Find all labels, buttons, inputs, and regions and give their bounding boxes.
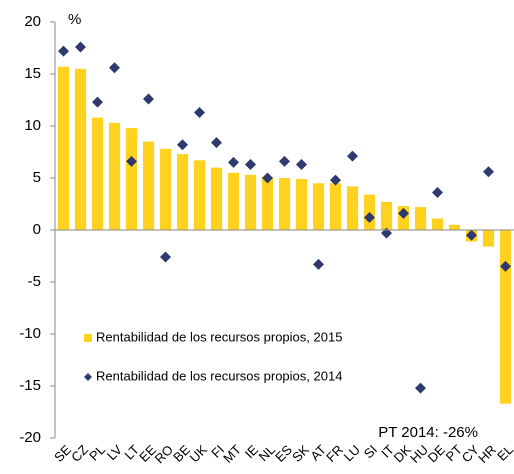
bar: [499, 230, 512, 404]
y-tick-label: 20: [24, 13, 41, 30]
y-tick-label: -10: [19, 325, 41, 342]
bar: [431, 218, 444, 230]
x-tick-label: EL: [494, 442, 514, 464]
y-tick-label: -5: [28, 273, 41, 290]
diamond: [92, 96, 103, 108]
diamond: [126, 155, 137, 167]
diamond: [364, 212, 375, 224]
legend-label: Rentabilidad de los recursos propios, 20…: [96, 368, 342, 383]
bar: [74, 68, 87, 230]
bar: [312, 183, 325, 230]
unit-label: %: [68, 11, 81, 28]
bar: [176, 154, 189, 230]
y-tick-label: 5: [33, 169, 41, 186]
bar: [346, 186, 359, 230]
diamond: [58, 45, 69, 57]
diamond: [262, 172, 273, 184]
annotation: PT 2014: -26%: [378, 424, 478, 441]
bar: [227, 172, 240, 230]
bar: [142, 141, 155, 230]
diamond: [228, 156, 239, 168]
bar: [295, 179, 308, 230]
diamond: [330, 174, 341, 186]
x-tick-label: LU: [341, 442, 363, 464]
bar: [210, 167, 223, 230]
y-tick-label: 15: [24, 65, 41, 82]
x-tick-label: MT: [220, 442, 244, 466]
diamond: [194, 106, 205, 118]
bar: [482, 230, 495, 247]
diamond: [500, 260, 511, 272]
diamond: [109, 62, 120, 74]
bar: [448, 224, 461, 230]
diamond: [75, 41, 86, 53]
diamond: [483, 166, 494, 178]
diamond: [313, 258, 324, 270]
diamond: [415, 382, 426, 394]
diamond: [398, 207, 409, 219]
diamond: [211, 137, 222, 149]
bar: [91, 117, 104, 230]
x-tick-label: SI: [361, 442, 380, 461]
y-tick-label: -20: [19, 429, 41, 446]
bar: [278, 178, 291, 230]
bar: [108, 122, 121, 230]
legend-label: Rentabilidad de los recursos propios, 20…: [96, 329, 342, 344]
diamond: [245, 158, 256, 170]
legend-swatch: [84, 334, 92, 342]
x-tick-label: UK: [187, 442, 211, 466]
bar: [380, 201, 393, 230]
bar: [244, 174, 257, 230]
legend-swatch: [84, 373, 92, 381]
bar: [159, 148, 172, 230]
y-tick-label: -15: [19, 377, 41, 394]
bar: [329, 183, 342, 230]
y-tick-label: 0: [33, 221, 41, 238]
diamond: [177, 139, 188, 151]
bar: [125, 128, 138, 230]
bar: [414, 207, 427, 230]
y-tick-label: 10: [24, 117, 41, 134]
diamond: [347, 150, 358, 162]
bar: [57, 66, 70, 230]
diamond: [466, 229, 477, 241]
diamond: [160, 251, 171, 263]
bar: [261, 176, 274, 230]
diamond: [279, 155, 290, 167]
diamond: [296, 158, 307, 170]
diamond: [143, 93, 154, 105]
diamond: [432, 187, 443, 199]
bar: [193, 160, 206, 230]
